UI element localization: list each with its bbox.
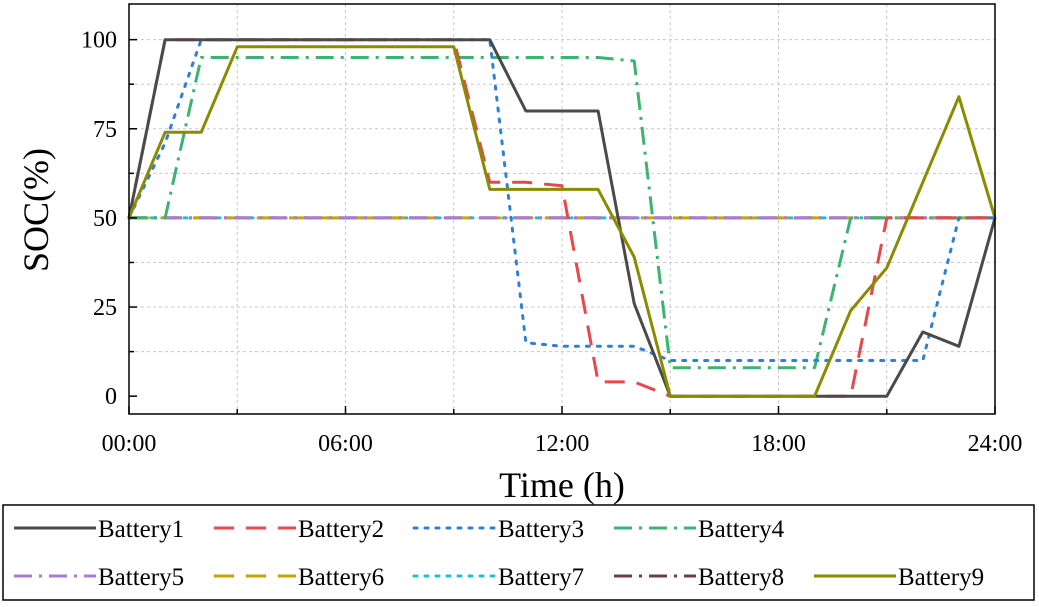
grid-lines: [129, 4, 995, 414]
legend-label-battery5: Battery5: [98, 564, 184, 591]
legend-label-battery3: Battery3: [498, 516, 584, 543]
legend-label-battery7: Battery7: [498, 564, 584, 591]
series-line-battery9: [127, 45, 997, 398]
axis-ticks: 00:00 06:00 12:00 18:00 24:00 0 25 50 75 100: [81, 28, 1022, 457]
y-tick-label: 25: [93, 295, 117, 321]
legend-label-battery2: Battery2: [298, 516, 384, 543]
series-line-battery4: [129, 56, 995, 370]
y-tick-label: 75: [93, 117, 117, 143]
legend-label-battery6: Battery6: [298, 564, 384, 591]
y-tick-label: 0: [105, 384, 117, 410]
legend-label-battery9: Battery9: [898, 564, 984, 591]
x-tick-label: 18:00: [751, 431, 806, 457]
y-tick-label: 100: [81, 28, 117, 54]
y-axis-title: SOC(%): [16, 148, 56, 272]
legend-label-battery1: Battery1: [98, 516, 184, 543]
legend: Battery1 Battery2 Battery3 Battery4 Battery5…: [2, 504, 1035, 601]
x-tick-label: 06:00: [318, 431, 373, 457]
legend-frame: [2, 504, 1035, 601]
legend-label-battery4: Battery4: [698, 516, 785, 543]
y-tick-label: 50: [93, 206, 117, 232]
x-tick-label: 24:00: [968, 431, 1023, 457]
x-tick-label: 12:00: [535, 431, 590, 457]
x-tick-label: 00:00: [102, 431, 157, 457]
legend-label-battery8: Battery8: [698, 564, 784, 591]
series-layer: [127, 38, 997, 398]
x-axis-title: Time (h): [499, 465, 625, 505]
